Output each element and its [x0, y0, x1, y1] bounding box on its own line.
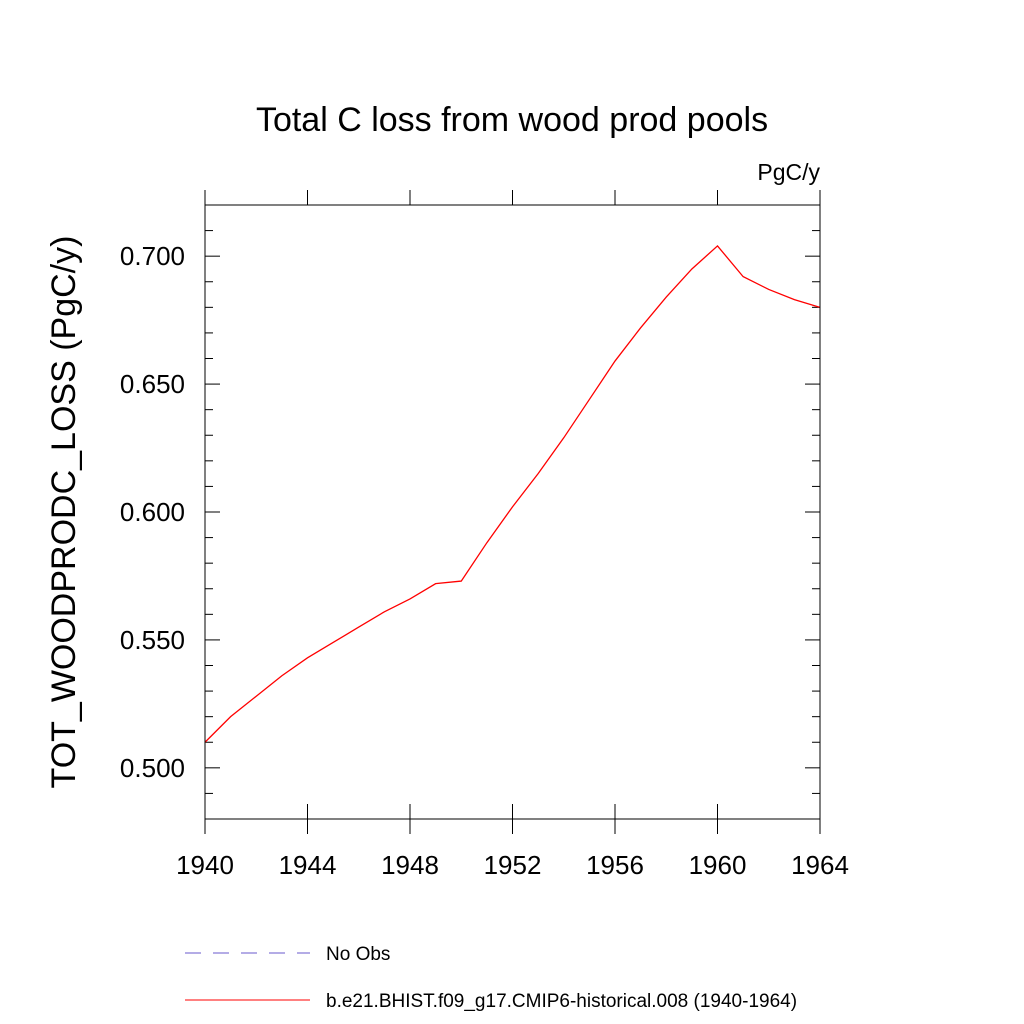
series-layer	[204, 244, 821, 743]
x-tick-label: 1952	[484, 850, 542, 880]
chart-title: Total C loss from wood prod pools	[256, 101, 768, 139]
legend-label-series: b.e21.BHIST.f09_g17.CMIP6-historical.008…	[326, 991, 797, 1012]
y-tick-label: 0.600	[120, 497, 185, 527]
y-tick-label: 0.500	[120, 753, 185, 783]
units-label: PgC/y	[757, 159, 820, 185]
series-line	[204, 244, 821, 743]
y-tick-label: 0.650	[120, 369, 185, 399]
plot-frame	[204, 204, 821, 820]
axis-ticks	[204, 190, 821, 834]
axis-tick-labels: 1940 1944 1948 1952 1956 1960 1964 0.500 0.550 0.…	[120, 241, 849, 880]
x-tick-label: 1948	[381, 850, 439, 880]
y-tick-label: 0.700	[120, 241, 185, 271]
x-tick-label: 1956	[586, 850, 644, 880]
x-tick-label: 1940	[176, 850, 234, 880]
x-tick-label: 1944	[279, 850, 337, 880]
x-tick-label: 1960	[689, 850, 747, 880]
legend: No Obs b.e21.BHIST.f09_g17.CMIP6-histori…	[185, 944, 797, 1012]
y-axis-label: TOT_WOODPRODC_LOSS (PgC/y)	[45, 236, 83, 789]
y-tick-label: 0.550	[120, 625, 185, 655]
x-tick-label: 1964	[791, 850, 849, 880]
legend-label-no-obs: No Obs	[326, 944, 390, 965]
